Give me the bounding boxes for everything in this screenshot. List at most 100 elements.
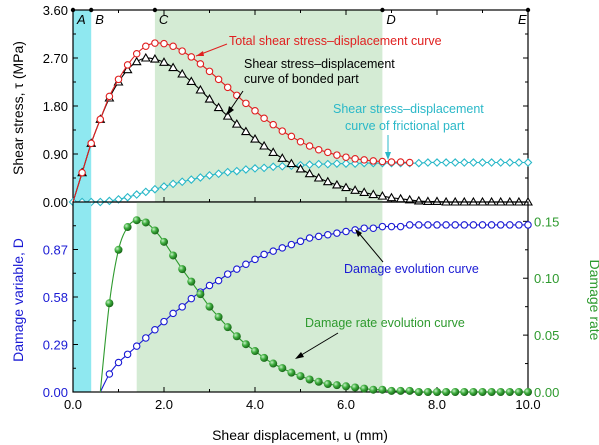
total-shear-curve-point bbox=[105, 92, 114, 101]
bottom-right-y-tick-label: 0.05 bbox=[534, 328, 559, 343]
stage-point-d bbox=[380, 7, 385, 13]
frictional-part-curve-point bbox=[459, 158, 469, 167]
frictional-part-curve-point bbox=[323, 159, 333, 169]
frictional-part-curve-point bbox=[150, 184, 160, 194]
stress-panel: 0.00 0.90 1.80 2.70 3.60 Total shear stress–… bbox=[10, 3, 533, 210]
damage-rate-curve-point bbox=[332, 381, 341, 390]
damage-rate-curve-point bbox=[378, 385, 387, 394]
total-shear-curve-point bbox=[296, 137, 305, 146]
damage-rate-curve-point bbox=[460, 388, 469, 396]
stress-y-axis-label: Shear stress, τ (MPa) bbox=[10, 41, 26, 175]
damage-evolution-curve-point bbox=[214, 276, 223, 285]
annotation-damage-curve: Damage evolution curve bbox=[344, 262, 479, 276]
damage-evolution-curve-point bbox=[451, 221, 459, 229]
bonded-part-curve-point bbox=[432, 196, 442, 206]
bottom-right-y-tick-label: 0.00 bbox=[534, 385, 559, 400]
frictional-part-curve-point bbox=[505, 158, 515, 167]
total-shear-curve-point bbox=[351, 155, 359, 163]
x-tick-label: 8.0 bbox=[428, 397, 446, 412]
stage-label-c: C bbox=[159, 12, 169, 27]
frictional-part-curve-point bbox=[250, 164, 260, 173]
total-shear-curve-point bbox=[333, 151, 341, 159]
bonded-part-curve-point bbox=[131, 56, 142, 66]
damage-evolution-curve-point bbox=[487, 221, 496, 229]
damage-rate-curve-point bbox=[487, 388, 496, 396]
damage-rate-curve-point bbox=[141, 218, 150, 227]
damage-rate-curve-point bbox=[114, 245, 123, 254]
total-shear-curve-point bbox=[342, 153, 350, 161]
bonded-part-curve-point bbox=[186, 76, 197, 86]
bonded-part-curve-point bbox=[159, 57, 169, 66]
frictional-part-curve-point bbox=[196, 173, 205, 182]
total-shear-curve-point bbox=[205, 67, 214, 76]
total-shear-curve-point bbox=[151, 39, 159, 47]
bonded-part-curve-point bbox=[368, 189, 379, 199]
damage-rate-curve-point bbox=[232, 332, 241, 341]
damage-evolution-curve-point bbox=[160, 317, 168, 326]
total-shear-curve-point bbox=[114, 75, 123, 84]
top-annotations: Total shear stress–displacement curve Sh… bbox=[195, 34, 484, 160]
total-shear-curve-point bbox=[169, 42, 177, 51]
annotation-frictional-line-2: curve of frictional part bbox=[345, 119, 465, 133]
bonded-part-curve-point bbox=[204, 93, 215, 103]
damage-evolution-curve-point bbox=[223, 270, 232, 278]
x-tick-label: 0.0 bbox=[64, 397, 82, 412]
bonded-part-curve-point bbox=[222, 111, 233, 120]
total-shear-curve-point bbox=[251, 107, 259, 115]
bonded-part-curve-point bbox=[149, 53, 160, 63]
frictional-part-curve-point bbox=[214, 169, 223, 179]
damage-evolution-curve-point bbox=[105, 370, 114, 378]
total-shear-curve-point bbox=[378, 157, 387, 166]
damage-evolution-curve-point bbox=[460, 221, 469, 229]
damage-evolution-curve-point bbox=[269, 247, 277, 255]
total-shear-curve-point bbox=[187, 53, 196, 61]
bonded-part-curve-point bbox=[213, 102, 224, 112]
damage-rate-curve-point bbox=[405, 386, 414, 395]
bonded-part-curve-point bbox=[295, 163, 306, 173]
damage-rate-curve-point bbox=[305, 375, 314, 384]
frictional-part-curve-point bbox=[523, 158, 533, 167]
damage-rate-curve-point bbox=[469, 388, 478, 396]
total-shear-curve-point bbox=[278, 127, 287, 135]
frictional-part-curve-point bbox=[341, 159, 351, 168]
bottom-annotations: Damage evolution curve Damage rate evolu… bbox=[295, 229, 479, 359]
bonded-part-curve-point bbox=[331, 179, 342, 189]
damage-rate-curve-point bbox=[160, 237, 168, 246]
annotation-bonded-arrowhead bbox=[227, 106, 234, 115]
frictional-part-curve-point bbox=[123, 192, 132, 202]
total-shear-curve-point bbox=[369, 157, 378, 165]
x-tick-label: 10.0 bbox=[515, 397, 540, 412]
damage-rate-curve-point bbox=[369, 385, 378, 394]
annotation-bonded-line-2: curve of bonded part bbox=[244, 72, 359, 86]
bottom-left-y-tick-label: 0.29 bbox=[43, 338, 68, 353]
bottom-left-y-tick-label: 0.87 bbox=[43, 243, 68, 258]
bottom-right-y-tick-label: 0.10 bbox=[534, 271, 559, 286]
annotation-damage-rate-curve: Damage rate evolution curve bbox=[305, 316, 465, 330]
damage-rate-curve-point bbox=[205, 302, 214, 311]
frictional-part-curve-point bbox=[223, 167, 233, 177]
damage-rate-curve bbox=[99, 216, 532, 396]
x-tick-label: 6.0 bbox=[337, 397, 355, 412]
bonded-part-curve-point bbox=[322, 176, 333, 186]
stage-point-e bbox=[525, 7, 531, 13]
total-shear-curve-point bbox=[160, 39, 168, 48]
total-shear-curve-point bbox=[314, 145, 323, 154]
damage-evolution-curve-point bbox=[424, 221, 432, 229]
bonded-part-curve-point bbox=[313, 172, 324, 182]
stage-label-a: A bbox=[76, 12, 86, 27]
bonded-part-curve-point bbox=[168, 62, 179, 72]
damage-rate-curve-point bbox=[150, 226, 159, 235]
frictional-part-curve-point bbox=[432, 158, 442, 167]
damage-rate-curve-point bbox=[251, 347, 259, 356]
total-shear-curve-point bbox=[87, 139, 95, 148]
frictional-part-curve-point bbox=[441, 158, 451, 167]
frictional-part-curve-point bbox=[450, 158, 460, 167]
damage-rate-curve-point bbox=[351, 383, 360, 392]
damage-evolution-curve-point bbox=[305, 234, 314, 242]
stage-point-b bbox=[89, 7, 94, 13]
damage-rate-curve-point bbox=[123, 223, 132, 232]
total-shear-curve-point bbox=[78, 168, 86, 177]
damage-evolution-curve-point bbox=[169, 309, 177, 318]
top-stage-region-1 bbox=[154, 10, 383, 202]
bottom-series-layer bbox=[99, 216, 532, 396]
